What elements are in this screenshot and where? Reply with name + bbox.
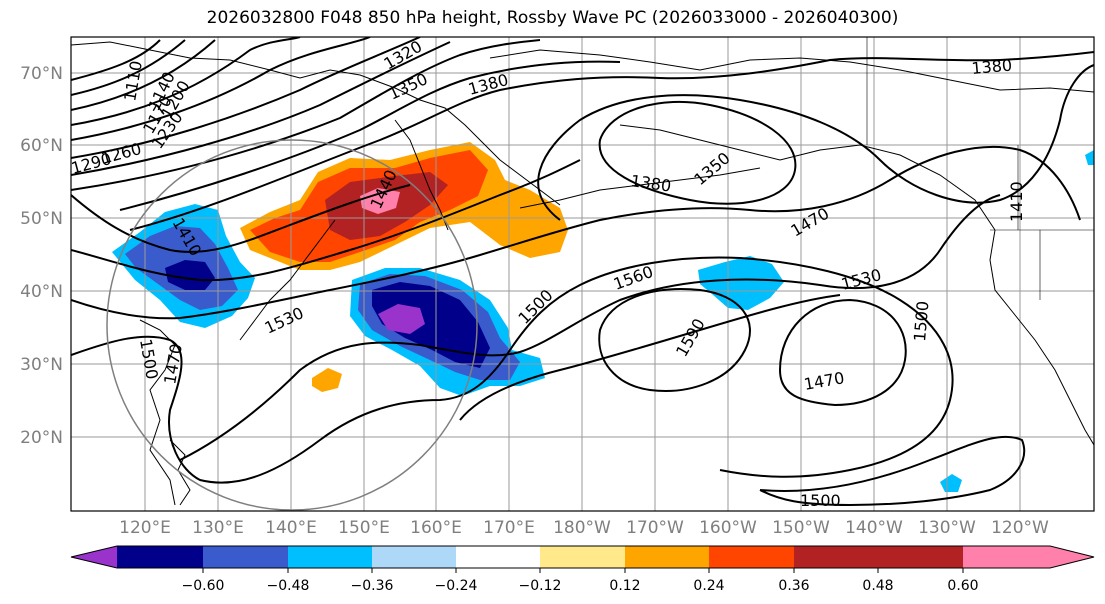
colorbar-outline bbox=[70, 545, 1095, 569]
lon-label: 140°E bbox=[265, 518, 317, 538]
contour-1440 bbox=[71, 159, 581, 282]
lon-label: 170°E bbox=[483, 518, 535, 538]
colorbar-tick-label: 0.24 bbox=[693, 578, 724, 594]
contour-1590 bbox=[598, 288, 751, 392]
coastline-north-america bbox=[989, 229, 1094, 446]
contour-1410-west bbox=[71, 184, 411, 253]
negative-anomaly-east bbox=[698, 256, 784, 310]
contour-1380-west bbox=[129, 51, 1094, 231]
colorbar-tick-label: 0.12 bbox=[609, 578, 640, 594]
contour-1530 bbox=[179, 194, 1001, 461]
contour-1140 bbox=[71, 39, 186, 96]
lat-label: 70°N bbox=[20, 64, 63, 84]
contour-1500 bbox=[71, 256, 954, 484]
lat-label: 20°N bbox=[20, 428, 63, 448]
borders bbox=[866, 37, 1094, 300]
negative-anomaly-corner bbox=[1085, 150, 1094, 165]
colorbar-tick-label: −0.36 bbox=[351, 578, 394, 594]
contour-label: 1410 bbox=[1007, 181, 1026, 222]
contour-1260 bbox=[71, 37, 421, 159]
colorbar-segment bbox=[372, 546, 456, 568]
colorbar-extend-low bbox=[71, 546, 117, 568]
lon-label: 160°W bbox=[699, 518, 757, 538]
lon-label: 150°W bbox=[772, 518, 830, 538]
coastline-asia bbox=[71, 41, 561, 206]
lon-label: 170°W bbox=[626, 518, 684, 538]
colorbar-segment bbox=[794, 546, 878, 568]
colorbar-tick-label: 0.36 bbox=[778, 578, 809, 594]
contour-1110 bbox=[71, 39, 161, 81]
map-title: 2026032800 F048 850 hPa height, Rossby W… bbox=[206, 8, 899, 28]
colorbar-tick-label: 0.60 bbox=[947, 578, 978, 594]
colorbar-tick-label: 0.48 bbox=[862, 578, 893, 594]
colorbar-segment bbox=[709, 546, 794, 568]
latitude-labels: 70°N 60°N 50°N 40°N 30°N 20°N bbox=[20, 64, 63, 448]
contour-1320 bbox=[71, 39, 541, 191]
colorbar: −0.60 −0.48 −0.36 −0.24 −0.12 0.12 0.24 … bbox=[70, 545, 1095, 594]
negative-anomaly-small-east bbox=[940, 474, 962, 492]
lon-label: 150°E bbox=[338, 518, 390, 538]
longitude-labels: 120°E 130°E 140°E 150°E 160°E 170°E 180°… bbox=[119, 518, 1049, 538]
contour-1200 bbox=[71, 37, 301, 126]
colorbar-tick-label: −0.60 bbox=[182, 578, 225, 594]
colorbar-extend-high bbox=[878, 546, 963, 568]
contour-1170 bbox=[71, 39, 216, 111]
negative-anomaly-west-navy bbox=[165, 260, 215, 290]
contour-label: 1500 bbox=[800, 491, 841, 510]
contour-1290 bbox=[71, 41, 451, 176]
colorbar-ticks bbox=[202, 568, 964, 573]
coastline-alaska bbox=[489, 49, 1094, 93]
colorbar-segment bbox=[288, 546, 372, 568]
contour-1470-loop bbox=[778, 298, 907, 407]
coastline-east-asia bbox=[139, 319, 176, 506]
contour-1350 bbox=[119, 60, 621, 211]
lon-label: 140°W bbox=[845, 518, 903, 538]
lat-label: 50°N bbox=[20, 209, 63, 229]
lon-label: 160°E bbox=[410, 518, 462, 538]
colorbar-segment bbox=[203, 546, 288, 568]
contour-1410 bbox=[537, 64, 1094, 221]
colorbar-segment bbox=[117, 546, 203, 568]
map-frame bbox=[70, 36, 1095, 512]
colorbar-tick-label: −0.12 bbox=[519, 578, 562, 594]
lon-label: 120°E bbox=[119, 518, 171, 538]
lon-label: 130°W bbox=[918, 518, 976, 538]
lon-label: 130°E bbox=[192, 518, 244, 538]
contour-1380-loop bbox=[598, 101, 797, 205]
contour-1500-south bbox=[759, 435, 1026, 507]
contour-1470 bbox=[71, 145, 1081, 320]
colorbar-segment bbox=[625, 546, 709, 568]
projection-circle bbox=[106, 139, 478, 511]
lon-label: 180°W bbox=[553, 518, 611, 538]
colorbar-tick-label: −0.48 bbox=[267, 578, 310, 594]
contour-label: 1380 bbox=[971, 56, 1013, 78]
colorbar-segment bbox=[456, 546, 540, 568]
negative-anomaly-navy bbox=[372, 282, 490, 368]
lon-label: 120°W bbox=[991, 518, 1049, 538]
colorbar-extend-top bbox=[963, 546, 1094, 568]
contour-label: 1500 bbox=[910, 300, 932, 342]
lat-label: 40°N bbox=[20, 282, 63, 302]
coastline-alaska-south bbox=[619, 124, 996, 231]
contour-1560 bbox=[459, 294, 841, 421]
negative-anomaly-purple bbox=[378, 304, 425, 334]
lat-label: 30°N bbox=[20, 355, 63, 375]
contour-1230 bbox=[71, 37, 371, 141]
positive-anomaly-small bbox=[312, 368, 342, 392]
coastline-kamchatka bbox=[394, 119, 449, 231]
colorbar-tick-label: −0.24 bbox=[435, 578, 478, 594]
coastline-japan bbox=[239, 219, 336, 341]
colorbar-segment bbox=[540, 546, 625, 568]
lat-label: 60°N bbox=[20, 136, 63, 156]
positive-anomaly-pink bbox=[360, 188, 400, 214]
height-contours bbox=[71, 37, 1094, 507]
